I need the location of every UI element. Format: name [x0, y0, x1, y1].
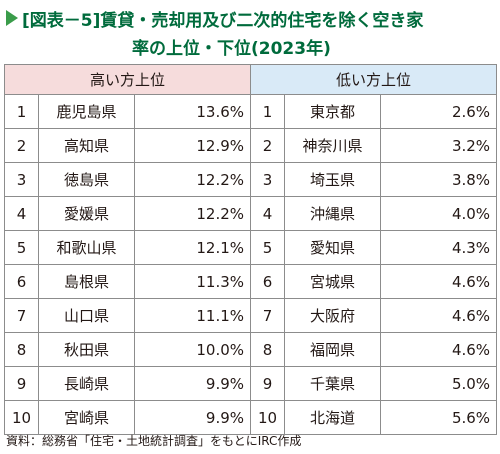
title-line-2: 率の上位・下位(2023年): [132, 38, 331, 59]
high-rank: 4: [4, 196, 39, 231]
low-prefecture: 東京都: [284, 94, 382, 129]
high-value: 10.0%: [133, 332, 252, 367]
low-prefecture: 北海道: [284, 400, 382, 435]
low-value: 4.3%: [380, 230, 498, 265]
low-rank: 1: [250, 94, 286, 129]
low-prefecture: 千葉県: [284, 366, 382, 401]
high-rank: 9: [4, 366, 39, 401]
low-rank: 10: [250, 400, 286, 435]
figure-title: [図表－5]賃貸・売却用及び二次的住宅を除く空き家 率の上位・下位(2023年): [6, 4, 496, 60]
low-prefecture: 大阪府: [284, 298, 382, 333]
high-prefecture: 高知県: [38, 128, 135, 163]
high-prefecture: 島根県: [38, 264, 135, 299]
high-rank: 1: [4, 94, 39, 129]
table-row: 10 宮崎県 9.9% 10 北海道 5.6%: [4, 400, 498, 435]
triangle-marker-icon: [6, 10, 18, 26]
low-prefecture: 愛知県: [284, 230, 382, 265]
high-value: 9.9%: [133, 366, 252, 401]
low-rank: 2: [250, 128, 286, 163]
header-low: 低い方上位: [250, 64, 498, 95]
low-prefecture: 福岡県: [284, 332, 382, 367]
high-rank: 7: [4, 298, 39, 333]
high-prefecture: 愛媛県: [38, 196, 135, 231]
table-body: 1 鹿児島県 13.6% 1 東京都 2.6% 2 高知県 12.9% 2 神奈川県 3.2% 3 徳島県…: [4, 94, 498, 435]
low-value: 4.0%: [380, 196, 498, 231]
low-value: 4.6%: [380, 264, 498, 299]
high-value: 12.2%: [133, 196, 252, 231]
table-row: 9 長崎県 9.9% 9 千葉県 5.0%: [4, 366, 498, 401]
table-row: 3 徳島県 12.2% 3 埼玉県 3.8%: [4, 162, 498, 197]
high-value: 12.2%: [133, 162, 252, 197]
high-rank: 8: [4, 332, 39, 367]
high-value: 11.3%: [133, 264, 252, 299]
low-rank: 4: [250, 196, 286, 231]
table-row: 5 和歌山県 12.1% 5 愛知県 4.3%: [4, 230, 498, 265]
high-prefecture: 秋田県: [38, 332, 135, 367]
high-value: 9.9%: [133, 400, 252, 435]
high-prefecture: 鹿児島県: [38, 94, 135, 129]
high-rank: 2: [4, 128, 39, 163]
high-prefecture: 徳島県: [38, 162, 135, 197]
high-rank: 10: [4, 400, 39, 435]
high-rank: 6: [4, 264, 39, 299]
low-value: 3.8%: [380, 162, 498, 197]
high-prefecture: 宮崎県: [38, 400, 135, 435]
low-rank: 3: [250, 162, 286, 197]
low-value: 5.6%: [380, 400, 498, 435]
low-prefecture: 宮城県: [284, 264, 382, 299]
high-rank: 5: [4, 230, 39, 265]
low-value: 5.0%: [380, 366, 498, 401]
low-value: 3.2%: [380, 128, 498, 163]
low-rank: 5: [250, 230, 286, 265]
header-high: 高い方上位: [3, 64, 252, 95]
low-rank: 9: [250, 366, 286, 401]
ranking-table: 高い方上位 低い方上位 1 鹿児島県 13.6% 1 東京都 2.6% 2 高知県 12.9% 2…: [3, 64, 498, 435]
source-note: 資料：総務省「住宅・土地統計調査」をもとにIRC作成: [6, 434, 302, 448]
table-row: 1 鹿児島県 13.6% 1 東京都 2.6%: [4, 94, 498, 129]
table-row: 6 島根県 11.3% 6 宮城県 4.6%: [4, 264, 498, 299]
low-value: 2.6%: [380, 94, 498, 129]
low-prefecture: 神奈川県: [284, 128, 382, 163]
low-rank: 8: [250, 332, 286, 367]
table-row: 8 秋田県 10.0% 8 福岡県 4.6%: [4, 332, 498, 367]
title-line-1: [図表－5]賃貸・売却用及び二次的住宅を除く空き家: [22, 10, 424, 31]
high-prefecture: 和歌山県: [38, 230, 135, 265]
low-prefecture: 埼玉県: [284, 162, 382, 197]
table-row: 4 愛媛県 12.2% 4 沖縄県 4.0%: [4, 196, 498, 231]
high-value: 11.1%: [133, 298, 252, 333]
table-row: 7 山口県 11.1% 7 大阪府 4.6%: [4, 298, 498, 333]
high-value: 12.9%: [133, 128, 252, 163]
table-row: 2 高知県 12.9% 2 神奈川県 3.2%: [4, 128, 498, 163]
high-rank: 3: [4, 162, 39, 197]
high-prefecture: 長崎県: [38, 366, 135, 401]
high-value: 13.6%: [133, 94, 252, 129]
high-value: 12.1%: [133, 230, 252, 265]
low-rank: 7: [250, 298, 286, 333]
low-rank: 6: [250, 264, 286, 299]
low-value: 4.6%: [380, 332, 498, 367]
high-prefecture: 山口県: [38, 298, 135, 333]
low-prefecture: 沖縄県: [284, 196, 382, 231]
low-value: 4.6%: [380, 298, 498, 333]
